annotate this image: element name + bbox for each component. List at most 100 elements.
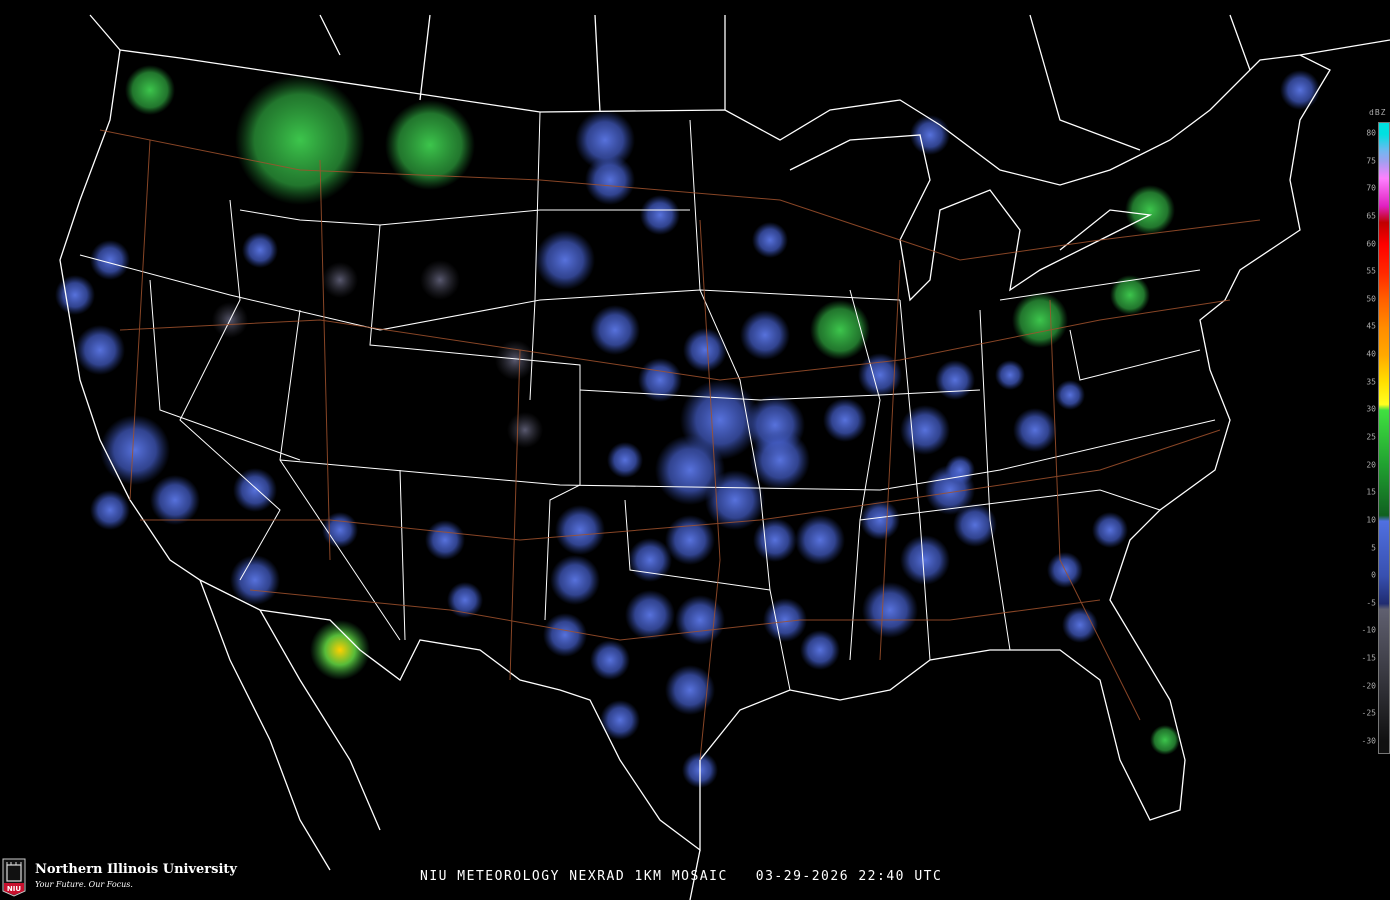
mexico-coast (199, 579, 701, 900)
light-echo (242, 232, 278, 268)
light-echo (230, 555, 280, 605)
legend-tick: 80 (1366, 128, 1376, 138)
state-lines (79, 111, 1216, 691)
light-echo (675, 595, 725, 645)
light-echo (665, 515, 715, 565)
light-echo (995, 360, 1025, 390)
legend-tick: 0 (1371, 570, 1376, 580)
moderate-echo (125, 65, 175, 115)
highways (99, 129, 1261, 761)
light-echo (607, 442, 643, 478)
legend-tick: 35 (1366, 377, 1376, 387)
light-echo (150, 475, 200, 525)
light-echo (823, 398, 867, 442)
light-echo (705, 470, 765, 530)
light-echo (447, 582, 483, 618)
map-title: NIU METEOROLOGY NEXRAD 1KM MOSAIC 03-29-… (420, 869, 943, 884)
heavy-echo (310, 620, 370, 680)
light-echo (575, 110, 635, 170)
logo-mark: NIU (7, 885, 21, 893)
light-echo (953, 503, 997, 547)
clear-air-echo (495, 340, 535, 380)
niu-shield-icon: NIU (2, 858, 26, 897)
moderate-echo (810, 300, 870, 360)
legend-tick: 40 (1366, 349, 1376, 359)
radar-echoes (55, 65, 1320, 788)
light-echo (800, 630, 840, 670)
light-echo (590, 640, 630, 680)
legend-tick: 45 (1366, 321, 1376, 331)
niu-logo: NIU Northern Illinois University Your Fu… (2, 856, 242, 898)
us-outline (59, 49, 1331, 852)
light-echo (900, 535, 950, 585)
light-echo (322, 512, 358, 548)
light-echo (665, 665, 715, 715)
light-echo (585, 155, 635, 205)
legend-tick: 70 (1366, 183, 1376, 193)
legend-tick: 10 (1366, 515, 1376, 525)
moderate-echo (1012, 292, 1068, 348)
legend-tick: 25 (1366, 432, 1376, 442)
dbz-legend: dBZ 80 75 70 65 60 55 50 45 40 35 30 25 20 15 10 5 0 -5 -1… (1352, 108, 1390, 758)
logo-tagline: Your Future. Our Focus. (35, 880, 133, 889)
legend-tick: -10 (1361, 625, 1376, 635)
light-echo (640, 195, 680, 235)
light-echo (858, 353, 902, 397)
light-echo (550, 555, 600, 605)
light-echo (753, 518, 797, 562)
light-echo (862, 582, 918, 638)
moderate-echo (1150, 725, 1180, 755)
light-echo (1055, 380, 1085, 410)
logo-name: Northern Illinois University (35, 862, 237, 877)
legend-tick: 5 (1371, 543, 1376, 553)
light-echo (425, 520, 465, 560)
legend-unit: dBZ (1369, 108, 1387, 117)
light-echo (860, 500, 900, 540)
legend-tick: -20 (1361, 681, 1376, 691)
legend-tick: -30 (1361, 736, 1376, 746)
light-echo (1062, 607, 1098, 643)
legend-tick: 55 (1366, 266, 1376, 276)
light-echo (750, 430, 810, 490)
legend-tick: -25 (1361, 708, 1376, 718)
legend-tick: 50 (1366, 294, 1376, 304)
light-echo (795, 515, 845, 565)
light-echo (752, 222, 788, 258)
light-echo (945, 455, 975, 485)
light-echo (590, 305, 640, 355)
light-echo (1092, 512, 1128, 548)
light-echo (900, 405, 950, 455)
light-echo (233, 468, 277, 512)
legend-tick: 75 (1366, 156, 1376, 166)
light-echo (75, 325, 125, 375)
legend-color-bar (1378, 122, 1390, 754)
legend-tick: -15 (1361, 653, 1376, 663)
great-lakes (789, 134, 1153, 302)
legend-tick: 60 (1366, 239, 1376, 249)
clear-air-echo (420, 260, 460, 300)
light-echo (555, 505, 605, 555)
legend-tick: 15 (1366, 487, 1376, 497)
light-echo (1280, 70, 1320, 110)
light-echo (740, 310, 790, 360)
light-echo (55, 275, 95, 315)
moderate-echo (235, 75, 365, 205)
moderate-echo (1125, 185, 1175, 235)
light-echo (90, 240, 130, 280)
legend-tick: -5 (1366, 598, 1376, 608)
legend-tick: 30 (1366, 404, 1376, 414)
canada-border (89, 14, 1390, 151)
legend-tick: 65 (1366, 211, 1376, 221)
light-echo (90, 490, 130, 530)
light-echo (600, 700, 640, 740)
legend-tick: 20 (1366, 460, 1376, 470)
clear-air-echo (507, 412, 543, 448)
light-echo (543, 613, 587, 657)
boundaries (59, 14, 1390, 900)
light-echo (935, 360, 975, 400)
light-echo (100, 415, 170, 485)
moderate-echo (385, 100, 475, 190)
light-echo (683, 328, 727, 372)
moderate-echo (1110, 275, 1150, 315)
